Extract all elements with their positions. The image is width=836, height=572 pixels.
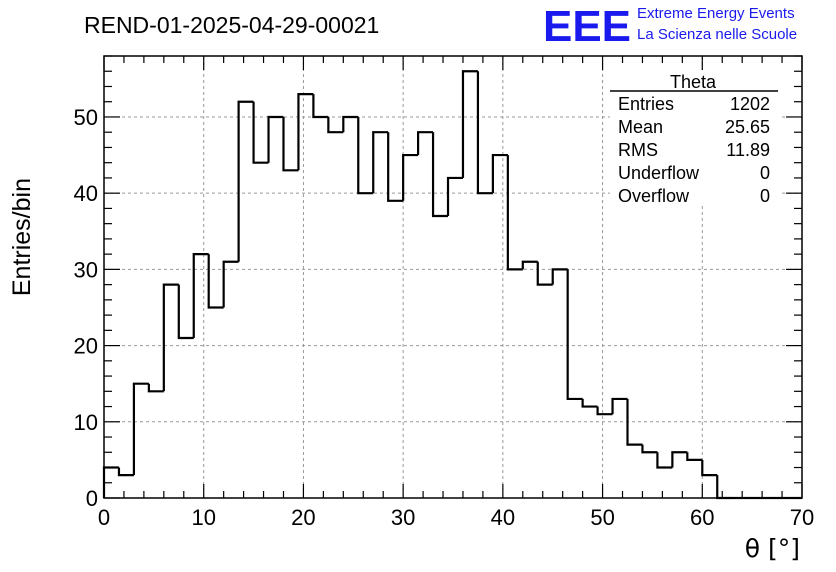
stats-box-background	[610, 70, 780, 206]
grid	[104, 56, 802, 498]
histogram-bin	[222, 260, 239, 308]
histogram-bin	[566, 269, 583, 401]
histogram-bin	[461, 70, 478, 178]
histogram-bin	[312, 94, 329, 119]
chart-title: REND-01-2025-04-29-00021	[84, 12, 379, 38]
histogram-bin	[417, 131, 434, 156]
histogram-bin	[581, 398, 598, 408]
stats-row-label: Underflow	[618, 163, 700, 183]
histogram-bin	[596, 406, 613, 416]
stats-row-label: Entries	[618, 94, 674, 114]
stats-row-value: 11.89	[726, 140, 770, 160]
histogram-bin	[282, 116, 299, 172]
x-tick-label: 10	[191, 505, 215, 530]
histogram-bin	[491, 153, 508, 194]
histogram-bin	[476, 71, 493, 195]
y-tick-label: 10	[74, 410, 98, 435]
histogram-bin	[611, 397, 628, 415]
histogram-bin	[671, 451, 688, 468]
histogram-bin	[521, 260, 538, 270]
histogram-bin	[656, 452, 673, 469]
stats-box-rows: Entries 1202 Mean 25.65 RMS 11.89 Underflow 0 Ov…	[618, 94, 770, 206]
logo-line-2: La Scienza nelle Scuole	[637, 26, 797, 43]
stats-row-value: 1202	[730, 94, 770, 114]
x-axis-label: θ [°]	[745, 534, 800, 563]
histogram-bin	[626, 398, 643, 446]
histogram-bin	[641, 444, 658, 454]
histogram-bin	[431, 132, 449, 218]
eee-logo: EEE Extreme Energy Events La Scienza nel…	[543, 2, 797, 51]
histogram-bin	[716, 475, 733, 500]
histogram-bin	[357, 116, 374, 195]
y-tick-label: 0	[86, 486, 98, 511]
x-tick-labels: 0 10 20 30 40 50 60 70	[98, 505, 814, 530]
x-tick-label: 20	[291, 505, 315, 530]
histogram-bin	[267, 115, 284, 163]
histogram-bin	[446, 176, 463, 217]
histogram-bin	[551, 268, 568, 285]
histogram-bin	[536, 261, 553, 286]
stats-row-value: 25.65	[725, 117, 770, 137]
histogram-bin	[327, 116, 344, 134]
histogram-bin	[177, 284, 194, 340]
histogram-bin	[207, 254, 224, 309]
x-tick-label: 30	[391, 505, 415, 530]
histogram-bin	[192, 253, 209, 338]
histogram-bin	[117, 467, 134, 477]
logo-mark: EEE	[543, 2, 631, 51]
histogram-bin	[506, 155, 523, 271]
x-tick-label: 70	[790, 505, 814, 530]
stats-row-value: 0	[760, 163, 770, 183]
plot-frame	[103, 55, 803, 499]
stats-row-value: 0	[760, 186, 770, 206]
histogram-bin	[252, 101, 269, 164]
stats-box: Theta Entries 1202 Mean 25.65 RMS 11.89 Underf…	[610, 70, 780, 206]
histogram-bin	[372, 131, 389, 194]
histogram	[102, 70, 802, 500]
histogram-bin	[132, 382, 149, 476]
logo-line-1: Extreme Energy Events	[637, 5, 795, 22]
histogram-bin	[342, 115, 359, 133]
stats-row-label: Mean	[618, 117, 663, 137]
y-tick-label: 30	[74, 257, 98, 282]
histogram-bin	[147, 383, 164, 393]
y-tick-labels: 0 10 20 30 40 50	[74, 105, 98, 511]
stats-row-label: Overflow	[618, 186, 690, 206]
y-tick-label: 50	[74, 105, 98, 130]
y-tick-label: 20	[74, 334, 98, 359]
y-tick-label: 40	[74, 181, 98, 206]
histogram-bin	[387, 132, 404, 202]
x-tick-label: 0	[98, 505, 110, 530]
histogram-bin	[237, 100, 254, 262]
histogram-bin	[297, 93, 314, 171]
histogram-bin	[701, 459, 718, 477]
histogram-bin	[686, 452, 703, 461]
x-tick-label: 50	[590, 505, 614, 530]
histogram-bin	[402, 153, 419, 201]
y-axis-label: Entries/bin	[8, 178, 36, 296]
x-tick-label: 60	[690, 505, 714, 530]
stats-box-title: Theta	[670, 72, 717, 92]
histogram-bin	[162, 283, 179, 392]
x-tick-label: 40	[491, 505, 515, 530]
stats-row-label: RMS	[618, 140, 658, 160]
